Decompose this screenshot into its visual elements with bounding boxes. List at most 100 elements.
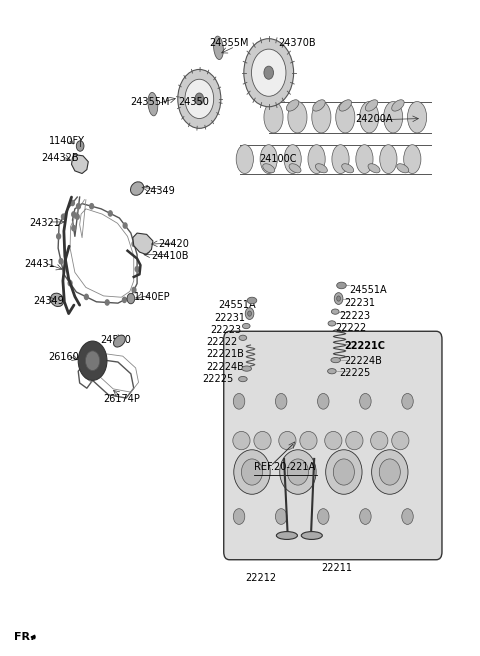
Ellipse shape bbox=[233, 394, 245, 409]
Ellipse shape bbox=[325, 450, 362, 494]
Ellipse shape bbox=[368, 164, 380, 173]
Text: REF.20-221A: REF.20-221A bbox=[254, 462, 315, 472]
Ellipse shape bbox=[236, 145, 253, 173]
Ellipse shape bbox=[372, 450, 408, 494]
Ellipse shape bbox=[360, 508, 371, 524]
Text: 26160: 26160 bbox=[48, 352, 79, 363]
Text: 22222: 22222 bbox=[335, 323, 366, 333]
Circle shape bbox=[72, 212, 75, 217]
Ellipse shape bbox=[247, 297, 257, 304]
Ellipse shape bbox=[371, 432, 388, 450]
Ellipse shape bbox=[252, 49, 286, 96]
Text: 24321: 24321 bbox=[29, 218, 60, 228]
Ellipse shape bbox=[365, 100, 378, 111]
Ellipse shape bbox=[336, 282, 346, 289]
Ellipse shape bbox=[332, 145, 349, 173]
Ellipse shape bbox=[312, 102, 331, 133]
Text: 24100C: 24100C bbox=[259, 154, 297, 164]
Text: 22222: 22222 bbox=[206, 337, 238, 347]
Text: 24200A: 24200A bbox=[355, 113, 392, 123]
Text: 24355M: 24355M bbox=[209, 38, 248, 49]
Text: 26174P: 26174P bbox=[104, 394, 141, 403]
Ellipse shape bbox=[114, 335, 125, 347]
Polygon shape bbox=[133, 233, 153, 255]
Text: 22224B: 22224B bbox=[344, 356, 382, 366]
Ellipse shape bbox=[264, 66, 274, 79]
Text: 1140EP: 1140EP bbox=[134, 291, 170, 302]
Ellipse shape bbox=[178, 70, 221, 129]
Ellipse shape bbox=[127, 293, 135, 304]
Ellipse shape bbox=[76, 141, 84, 152]
Ellipse shape bbox=[241, 459, 263, 485]
Ellipse shape bbox=[404, 145, 421, 173]
Ellipse shape bbox=[280, 450, 316, 494]
Ellipse shape bbox=[214, 36, 223, 60]
Text: 24370B: 24370B bbox=[278, 38, 316, 49]
Text: 24349: 24349 bbox=[144, 186, 175, 195]
Ellipse shape bbox=[264, 102, 283, 133]
Ellipse shape bbox=[288, 459, 309, 485]
Ellipse shape bbox=[131, 182, 144, 195]
Text: 1140FY: 1140FY bbox=[48, 136, 84, 146]
Circle shape bbox=[132, 241, 136, 247]
Ellipse shape bbox=[276, 508, 287, 524]
Ellipse shape bbox=[315, 164, 327, 173]
Ellipse shape bbox=[234, 450, 270, 494]
Ellipse shape bbox=[185, 79, 214, 119]
Ellipse shape bbox=[260, 145, 277, 173]
Ellipse shape bbox=[301, 531, 323, 539]
Ellipse shape bbox=[244, 39, 294, 107]
Text: 22224B: 22224B bbox=[206, 362, 244, 372]
Text: 24410B: 24410B bbox=[152, 251, 189, 261]
Ellipse shape bbox=[379, 459, 400, 485]
Circle shape bbox=[105, 300, 109, 305]
Ellipse shape bbox=[233, 508, 245, 524]
Ellipse shape bbox=[50, 293, 64, 306]
Ellipse shape bbox=[85, 351, 100, 371]
Ellipse shape bbox=[242, 366, 252, 371]
Circle shape bbox=[90, 203, 94, 209]
Ellipse shape bbox=[346, 432, 363, 450]
Ellipse shape bbox=[279, 432, 296, 450]
Circle shape bbox=[108, 211, 112, 216]
Ellipse shape bbox=[318, 508, 329, 524]
Text: 24420: 24420 bbox=[158, 239, 190, 249]
FancyBboxPatch shape bbox=[224, 331, 442, 560]
Ellipse shape bbox=[284, 145, 301, 173]
Circle shape bbox=[122, 297, 126, 302]
Ellipse shape bbox=[392, 100, 404, 111]
Text: 22221C: 22221C bbox=[344, 341, 385, 352]
Circle shape bbox=[68, 281, 72, 286]
Ellipse shape bbox=[318, 394, 329, 409]
Ellipse shape bbox=[339, 100, 351, 111]
Ellipse shape bbox=[392, 432, 409, 450]
Text: 22225: 22225 bbox=[339, 367, 371, 377]
Text: 22231: 22231 bbox=[344, 298, 375, 308]
Ellipse shape bbox=[287, 100, 299, 111]
Ellipse shape bbox=[334, 293, 343, 304]
Ellipse shape bbox=[245, 308, 254, 319]
Text: 24349: 24349 bbox=[33, 295, 64, 306]
Ellipse shape bbox=[384, 102, 403, 133]
Ellipse shape bbox=[233, 432, 250, 450]
Ellipse shape bbox=[248, 311, 252, 316]
Text: 22212: 22212 bbox=[245, 573, 276, 583]
Ellipse shape bbox=[360, 102, 379, 133]
Text: 24551A: 24551A bbox=[218, 300, 256, 310]
Text: 22211: 22211 bbox=[322, 564, 352, 573]
Text: 22225: 22225 bbox=[203, 374, 234, 384]
Ellipse shape bbox=[342, 164, 354, 173]
Circle shape bbox=[72, 226, 75, 231]
Text: 24560: 24560 bbox=[100, 335, 131, 345]
Text: 24551A: 24551A bbox=[349, 285, 387, 295]
Text: 24431: 24431 bbox=[24, 259, 55, 269]
Circle shape bbox=[76, 203, 80, 209]
Ellipse shape bbox=[324, 432, 342, 450]
Ellipse shape bbox=[336, 296, 340, 301]
Ellipse shape bbox=[402, 394, 413, 409]
Text: 24350: 24350 bbox=[178, 97, 209, 107]
Circle shape bbox=[84, 295, 88, 300]
Ellipse shape bbox=[360, 394, 371, 409]
Ellipse shape bbox=[239, 377, 247, 382]
Circle shape bbox=[57, 234, 60, 239]
